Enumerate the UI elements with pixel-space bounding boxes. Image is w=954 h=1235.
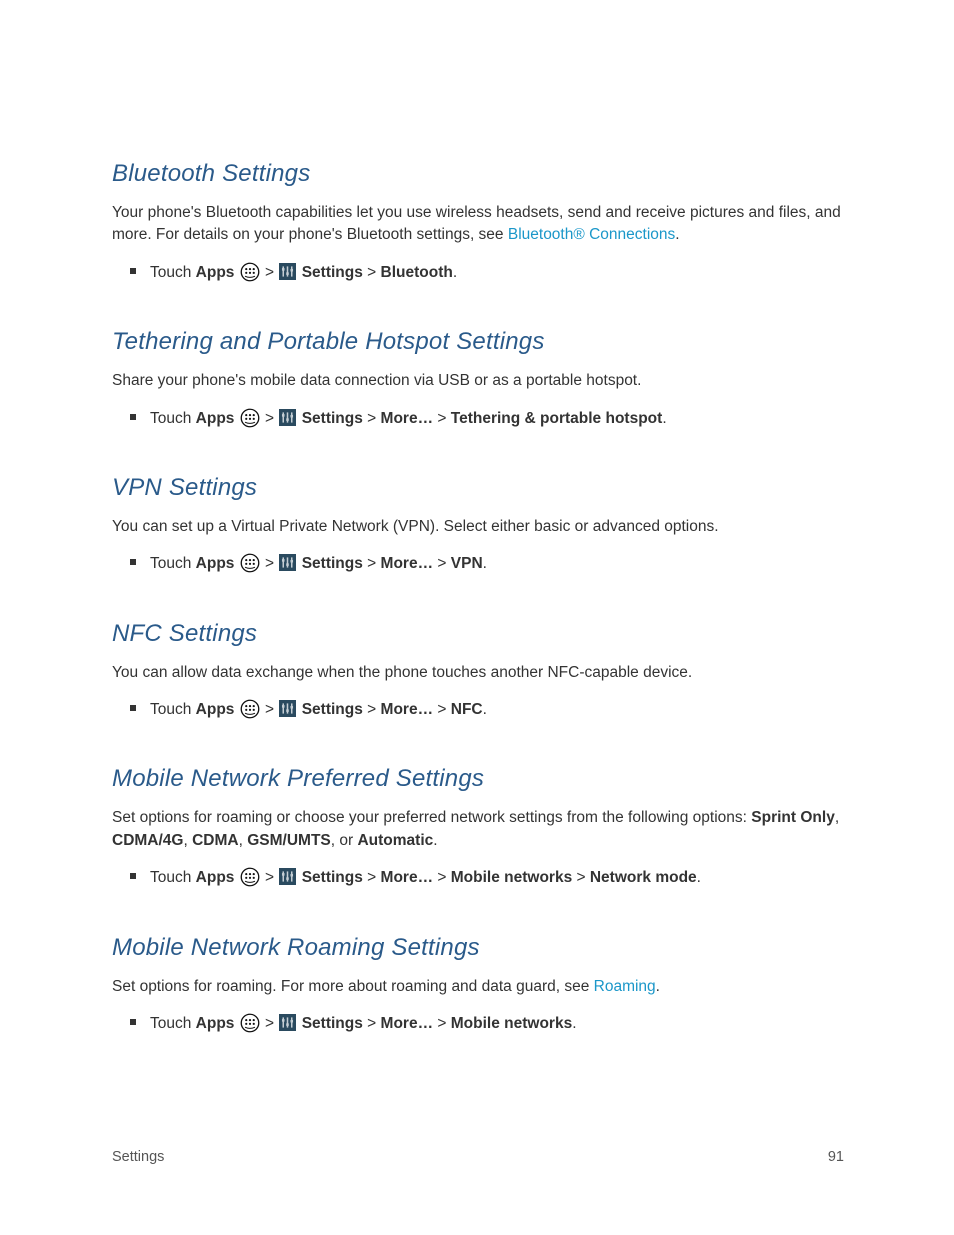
section-heading: Tethering and Portable Hotspot Settings [112,328,844,356]
section: Mobile Network Preferred Settings Set opt… [112,765,844,889]
instruction-list: Touch Apps > Settings > Bluetooth. [112,261,844,284]
instruction-list: Touch Apps > Settings > More… > Mobile n… [112,866,844,889]
footer-page-number: 91 [828,1149,844,1165]
section-body: Share your phone's mobile data connectio… [112,370,844,392]
settings-icon [279,700,296,717]
section-heading: Mobile Network Roaming Settings [112,934,844,962]
instruction-item: Touch Apps > Settings > More… > VPN. [136,552,844,575]
section: VPN Settings You can set up a Virtual Pri… [112,474,844,576]
apps-icon [240,553,260,573]
inline-link[interactable]: Roaming [594,978,656,995]
section-body: You can allow data exchange when the pho… [112,662,844,684]
section-heading: Mobile Network Preferred Settings [112,765,844,793]
section: Bluetooth Settings Your phone's Bluetooth… [112,160,844,284]
inline-link[interactable]: Bluetooth® Connections [508,226,675,243]
apps-icon [240,867,260,887]
settings-icon [279,263,296,280]
sections-container: Bluetooth Settings Your phone's Bluetooth… [112,160,844,1035]
section-heading: Bluetooth Settings [112,160,844,188]
section-body: You can set up a Virtual Private Network… [112,516,844,538]
instruction-item: Touch Apps > Settings > More… > NFC. [136,698,844,721]
instruction-list: Touch Apps > Settings > More… > VPN. [112,552,844,575]
document-page: Bluetooth Settings Your phone's Bluetooth… [0,0,954,1235]
settings-icon [279,1014,296,1031]
section-body: Your phone's Bluetooth capabilities let … [112,202,844,247]
instruction-item: Touch Apps > Settings > More… > Mobile n… [136,1012,844,1035]
section: NFC Settings You can allow data exchange … [112,620,844,722]
apps-icon [240,262,260,282]
section-body: Set options for roaming. For more about … [112,976,844,998]
apps-icon [240,408,260,428]
section-heading: NFC Settings [112,620,844,648]
instruction-list: Touch Apps > Settings > More… > Mobile n… [112,1012,844,1035]
footer-section-label: Settings [112,1149,164,1165]
section-body: Set options for roaming or choose your p… [112,807,844,852]
instruction-item: Touch Apps > Settings > Bluetooth. [136,261,844,284]
instruction-list: Touch Apps > Settings > More… > NFC. [112,698,844,721]
settings-icon [279,554,296,571]
section-heading: VPN Settings [112,474,844,502]
page-footer: Settings 91 [112,1149,844,1165]
settings-icon [279,868,296,885]
instruction-item: Touch Apps > Settings > More… > Mobile n… [136,866,844,889]
section: Tethering and Portable Hotspot Settings S… [112,328,844,430]
instruction-list: Touch Apps > Settings > More… > Tetherin… [112,407,844,430]
apps-icon [240,1013,260,1033]
section: Mobile Network Roaming Settings Set optio… [112,934,844,1036]
settings-icon [279,409,296,426]
apps-icon [240,699,260,719]
instruction-item: Touch Apps > Settings > More… > Tetherin… [136,407,844,430]
